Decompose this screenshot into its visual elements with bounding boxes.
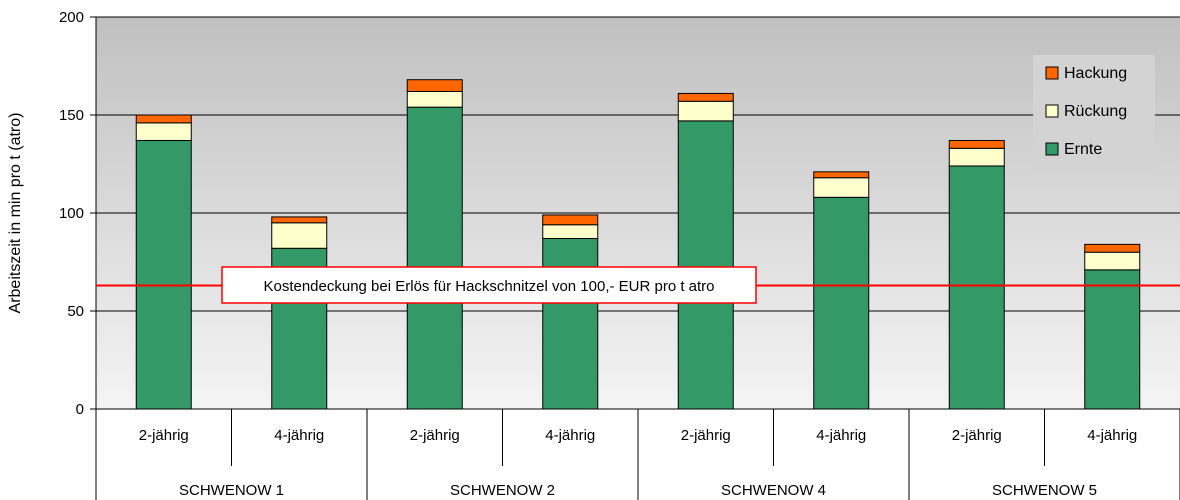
bar-segment [542,214,599,226]
x-category-label: 4-jährig [816,427,866,444]
bar-segment [677,100,734,122]
x-category-labels: 2-jährig 4-jährig 2-jährig 4-jährig 2-jährig… [95,409,1180,500]
reference-line-group: Kostendeckung bei Erlös für Hackschnitze… [96,266,1180,304]
bar-segment [271,216,328,224]
bar-segment [542,237,599,410]
bar-segment [135,114,192,124]
y-tick-label: 150 [59,107,84,124]
bar-segment [406,90,463,108]
bar-segment [813,196,870,410]
bar-segment [948,139,1005,149]
bar-segment [135,122,192,141]
x-group-label: SCHWENOW 2 [450,482,555,499]
x-category-label: 4-jährig [1087,427,1137,444]
bar-segment [948,165,1005,410]
x-group-label: SCHWENOW 1 [179,482,284,499]
x-group-label: SCHWENOW 4 [721,482,826,499]
bar-segment [406,106,463,410]
bars [135,79,1141,410]
y-tick-label: 0 [76,401,84,418]
bar-segment [1084,251,1141,271]
legend-swatch [1045,104,1059,118]
x-category-label: 2-jährig [410,427,460,444]
y-tick-label: 100 [59,205,84,222]
legend: Hackung Rückung Ernte [1033,55,1155,173]
y-axis-label: Arbeitszeit in min pro t (atro) [7,113,24,314]
y-tick-label: 50 [67,303,84,320]
bar-segment [1084,243,1141,253]
x-category-label: 2-jährig [139,427,189,444]
y-tick-label: 200 [59,9,84,26]
legend-label: Ernte [1064,141,1102,158]
x-category-label: 4-jährig [545,427,595,444]
bar-segment [948,147,1005,167]
bar-segment [813,177,870,198]
bar-segment [677,92,734,102]
bar-segment [542,224,599,239]
x-category-label: 2-jährig [681,427,731,444]
bar-segment [1084,269,1141,410]
legend-label: Hackung [1064,65,1127,82]
bar-segment [406,79,463,92]
x-category-label: 2-jährig [952,427,1002,444]
x-group-label: SCHWENOW 5 [992,482,1097,499]
legend-swatch [1045,66,1059,80]
bar-segment [813,171,870,179]
y-tick-labels: 0 50 100 150 200 [59,9,96,418]
bar-segment [135,139,192,410]
reference-label: Kostendeckung bei Erlös für Hackschnitze… [263,278,714,295]
bar-segment [677,120,734,410]
reference-label-box [221,266,757,304]
x-category-label: 4-jährig [274,427,324,444]
bar-segment [271,222,328,249]
legend-swatch [1045,142,1059,156]
legend-label: Rückung [1064,103,1127,120]
